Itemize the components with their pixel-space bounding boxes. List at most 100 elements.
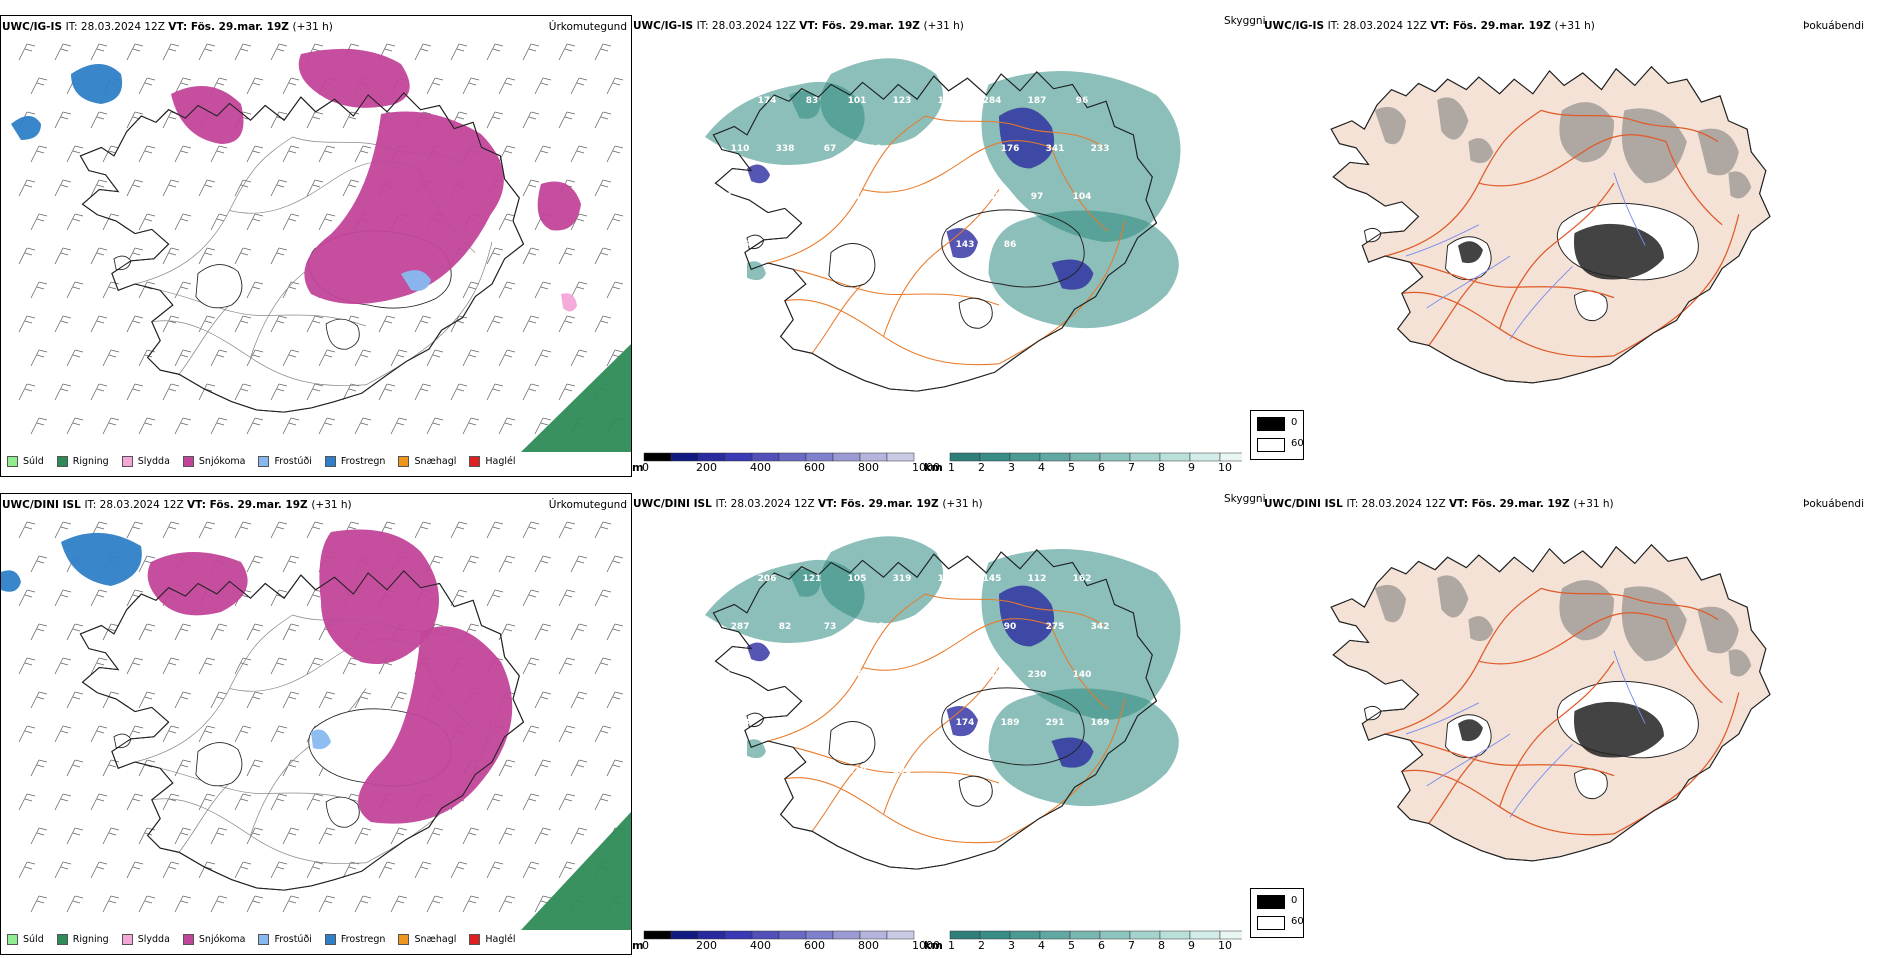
colorbar-step [805,930,834,940]
river-line [1613,650,1646,724]
cloud-base-value: 291 [1046,718,1065,728]
colorbar-step [805,452,834,462]
cloud-base-value: 186 [938,574,957,584]
road-line [883,667,1000,815]
road-line [1478,612,1667,665]
cloud-field-name: Skyggni [1224,15,1266,27]
cloud-base-labels: 870 174 83 101 123 112 284 187 96 110 338 67 86 152 25… [713,96,1110,250]
cloud-base-value: 139 [821,240,840,250]
legend-swatch [324,456,336,467]
cloud-base-tick: 800 [858,939,879,952]
visibility-tick: 10 [1218,461,1232,474]
cloud-base-value: 319 [893,574,912,584]
cloud-base-value: 225 [731,240,750,250]
visibility-tick: 5 [1068,461,1075,474]
precip-area [171,86,244,144]
visibility-tick: 2 [978,939,985,952]
vt-value: Fös. 29.mar. 19Z [190,21,293,33]
colorbar-step [724,452,753,462]
cloud-base-value: 248 [983,670,1002,680]
cloud-base-value: 284 [983,96,1002,106]
legend-item: Súld [7,934,44,945]
fog-black-swatch [1257,895,1285,909]
legend-item: Rigning [56,934,109,945]
lead-time: (+31 h) [923,20,964,32]
visibility-tick: 7 [1128,939,1135,952]
precip-map [11,43,631,452]
vt-label: VT: [1449,498,1472,510]
legend-label: Slydda [137,456,170,467]
colorbar-step [1159,452,1191,462]
precip-field-name: Úrkomutegund [548,499,627,511]
vt-value: Fös. 29.mar. 19Z [840,498,943,510]
colorbar-step [1219,930,1251,940]
road-line [160,767,367,805]
river-line [1405,702,1480,735]
fog-panel-title: UWC/IG-IS IT: 28.03.2024 12Z VT: Fös. 29… [1264,20,1595,32]
colorbar-step [979,930,1011,940]
legend-label: Snjókoma [198,934,246,945]
visibility-tick: 8 [1158,939,1165,952]
cloud-base-value: 342 [1091,622,1110,632]
visibility-tick: 4 [1038,939,1045,952]
cloud-base-value: 110 [848,766,867,776]
legend-item: Snæhagl [398,456,456,467]
legend-swatch [469,456,481,467]
cloud-base-tick: 200 [696,461,717,474]
legend-label: Haglél [485,934,516,945]
colorbar-step [670,452,699,462]
fog-black-swatch [1257,417,1285,431]
cloud-base-low [999,107,1055,169]
road-line [811,283,863,354]
fog-black-value: 0 [1291,417,1298,428]
cloud-base-value: 169 [1091,718,1110,728]
cloud-base-value: 67 [824,144,837,154]
visibility-unit: km [924,939,943,952]
cloud-base-unit: m [632,461,644,474]
cloud-panel-title: UWC/DINI ISL IT: 28.03.2024 12Z VT: Fös.… [633,498,983,510]
legend-item: Snjókoma [182,456,245,467]
cloud-base-tick: 1000 [912,461,940,474]
fog-white-swatch [1257,916,1285,930]
road-line [784,777,1000,844]
cloud-base-value: 123 [893,96,912,106]
colorbar-step [1189,452,1221,462]
road-line [1499,182,1615,329]
cloud-base-value: 287 [731,622,750,632]
colorbar-step [751,452,780,462]
cloud-base-value: 338 [776,144,795,154]
vt-value: Fös. 29.mar. 19Z [209,499,312,511]
visibility-tick: 2 [978,461,985,474]
colorbar-step [886,930,915,940]
legend-label: Frostregn [340,456,386,467]
colorbar-step [1009,930,1041,940]
colorbar-step [778,930,807,940]
river-line [1509,266,1573,340]
fog-white-value: 60 [1291,438,1304,449]
visibility-tick: 1 [948,461,955,474]
colorbar-step [832,930,861,940]
precip-field-name: Úrkomutegund [548,21,627,33]
vt-label: VT: [187,499,210,511]
river-line [1405,224,1480,257]
road-line [883,189,1000,337]
cloud-base-tick: 600 [804,461,825,474]
cloud-base-value: 999 [911,622,930,632]
legend-swatch [121,456,133,467]
cloud-base-colorbar: m 0 200 400 600 800 1000 [632,452,940,476]
fog-black-value: 0 [1291,895,1298,906]
road-line [793,268,1000,306]
colorbar-step [1099,452,1131,462]
precip-area [311,729,331,750]
road-line [1541,587,1719,621]
legend-swatch [469,934,481,945]
fog-index-area [1559,102,1614,163]
cloud-base-value: 460 [911,718,930,728]
precip-area [304,111,504,304]
colorbar-step [859,930,888,940]
visibility-tick: 3 [1008,939,1015,952]
lead-time: (+31 h) [1573,498,1614,510]
road-line [1401,769,1615,836]
precip-area [61,532,142,586]
legend-swatch [7,456,18,467]
